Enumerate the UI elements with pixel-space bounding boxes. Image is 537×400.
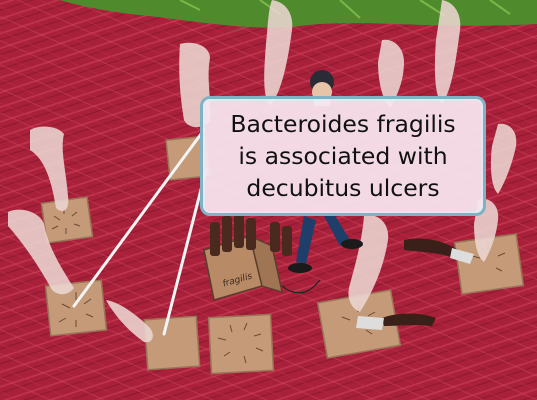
callout-pointers (72, 128, 208, 336)
callout-line-1: Bacteroides fragilis (230, 110, 456, 138)
smoke-plume-icon (8, 0, 517, 343)
scientist-figure (288, 70, 363, 273)
callout-text: Bacteroides fragilis is associated with … (230, 108, 455, 204)
bottle-crate-icon: fragilis (203, 214, 321, 302)
callout-line-3: decubitus ulcers (246, 174, 440, 202)
spray-bottle-icon (356, 238, 474, 330)
grass-strip (60, 0, 537, 28)
fact-callout: Bacteroides fragilis is associated with … (200, 96, 486, 216)
callout-line-2: is associated with (238, 142, 448, 170)
